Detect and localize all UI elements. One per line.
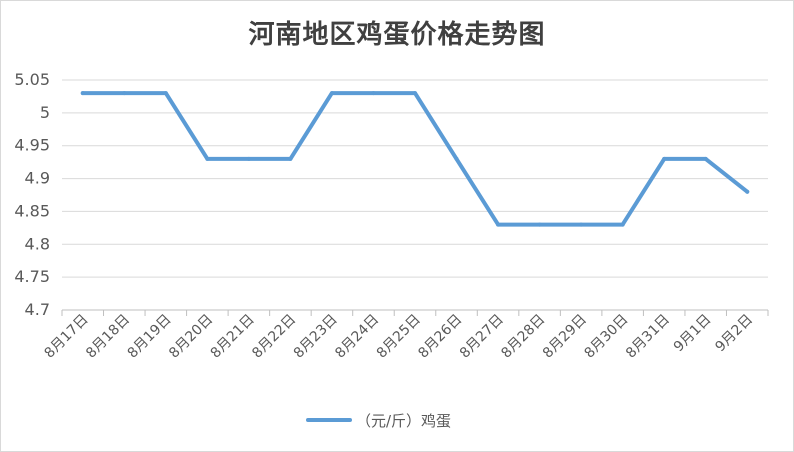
x-tick-label: 8月22日 [249, 312, 299, 362]
data-point [745, 189, 750, 194]
data-point [537, 222, 542, 227]
data-point [246, 156, 251, 161]
x-tick-label: 9月2日 [712, 312, 756, 356]
data-point [620, 222, 625, 227]
data-point [703, 156, 708, 161]
x-tick-label: 8月18日 [83, 312, 133, 362]
data-point [288, 156, 293, 161]
x-tick-label: 8月25日 [374, 312, 424, 362]
legend-label: （元/斤）鸡蛋 [356, 412, 451, 430]
y-tick-label: 4.9 [25, 169, 50, 188]
x-tick-label: 8月28日 [498, 312, 548, 362]
y-tick-label: 5 [40, 103, 50, 122]
data-point [496, 222, 501, 227]
data-point [122, 91, 127, 96]
x-tick-label: 8月29日 [540, 312, 590, 362]
data-point [371, 91, 376, 96]
y-tick-label: 4.8 [25, 234, 50, 253]
x-tick-label: 8月20日 [166, 312, 216, 362]
y-tick-label: 5.05 [14, 70, 50, 89]
data-point [329, 91, 334, 96]
x-tick-label: 8月26日 [415, 312, 465, 362]
x-tick-label: 8月24日 [332, 312, 382, 362]
y-tick-label: 4.95 [14, 136, 50, 155]
data-point [579, 222, 584, 227]
data-point [454, 156, 459, 161]
x-tick-label: 8月27日 [457, 312, 507, 362]
x-tick-label: 8月21日 [208, 312, 258, 362]
x-tick-label: 8月19日 [125, 312, 175, 362]
data-point [163, 91, 168, 96]
x-tick-label: 8月31日 [623, 312, 673, 362]
data-point [662, 156, 667, 161]
y-tick-label: 4.75 [14, 267, 50, 286]
x-tick-label: 8月30日 [581, 312, 631, 362]
data-point [205, 156, 210, 161]
y-tick-label: 4.85 [14, 201, 50, 220]
data-point [413, 91, 417, 96]
data-point [80, 91, 85, 96]
x-tick-label: 9月1日 [671, 312, 715, 356]
x-tick-label: 8月23日 [291, 312, 341, 362]
chart-title: 河南地区鸡蛋价格走势图 [248, 20, 546, 50]
x-tick-label: 8月17日 [42, 312, 92, 362]
y-tick-label: 4.7 [25, 300, 50, 319]
